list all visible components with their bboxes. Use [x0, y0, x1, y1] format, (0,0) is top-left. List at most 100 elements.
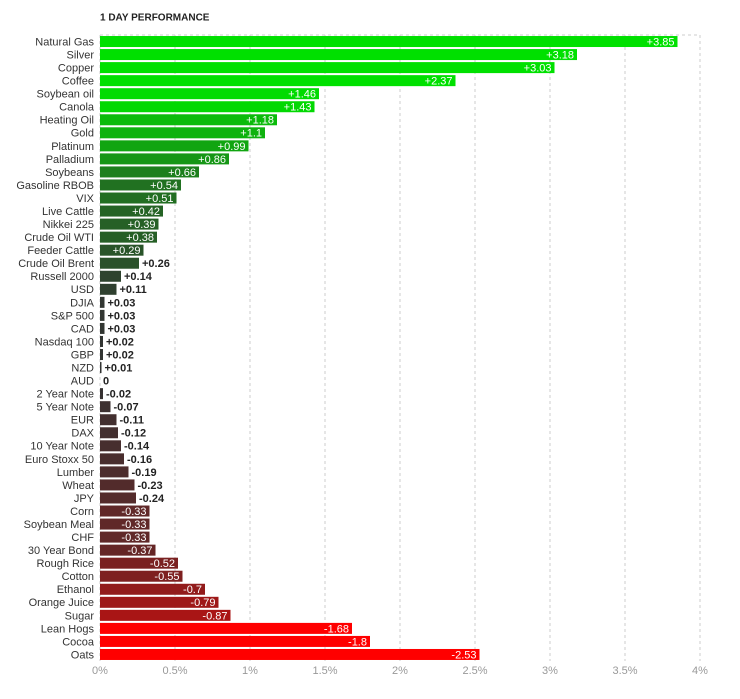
category-label: Lean Hogs	[41, 623, 95, 635]
bar	[100, 440, 121, 452]
value-label: +3.85	[647, 36, 675, 48]
bar	[100, 570, 183, 582]
bar	[100, 609, 231, 621]
category-label: Silver	[66, 49, 94, 61]
bar	[100, 531, 150, 543]
bar	[100, 192, 177, 204]
category-label: Cocoa	[62, 636, 95, 648]
bar	[100, 296, 105, 308]
category-label: Rough Rice	[37, 558, 94, 570]
value-label: +0.99	[218, 141, 246, 153]
x-tick-label: 3%	[542, 665, 558, 677]
bar	[100, 140, 249, 152]
x-tick-label: 3.5%	[612, 665, 637, 677]
bar	[100, 88, 319, 100]
bar	[100, 557, 178, 569]
bar	[100, 544, 156, 556]
category-label: Platinum	[51, 141, 94, 153]
bar	[100, 466, 129, 478]
category-label: Cotton	[62, 571, 94, 583]
value-label: -0.87	[202, 610, 227, 622]
value-label: +0.02	[106, 336, 134, 348]
category-label: Feeder Cattle	[27, 245, 94, 257]
category-label: Palladium	[46, 154, 94, 166]
bar	[100, 349, 103, 361]
bar	[100, 414, 117, 426]
category-label: Nasdaq 100	[35, 336, 94, 348]
value-label: 0	[103, 376, 109, 388]
x-tick-label: 2.5%	[462, 665, 487, 677]
category-label: 5 Year Note	[37, 402, 95, 414]
value-label: +1.46	[288, 89, 316, 101]
category-label: AUD	[71, 376, 94, 388]
value-label: +0.11	[120, 284, 147, 296]
x-tick-label: 1%	[242, 665, 258, 677]
category-label: Orange Juice	[29, 597, 94, 609]
value-label: +0.14	[124, 271, 153, 283]
chart-title: 1 DAY PERFORMANCE	[100, 13, 210, 24]
category-label: Soybean Meal	[24, 519, 94, 531]
x-tick-label: 4%	[692, 665, 708, 677]
value-label: +0.42	[132, 206, 160, 218]
value-label: +3.18	[546, 49, 574, 61]
bar	[100, 36, 678, 48]
value-label: -0.14	[124, 441, 150, 453]
bar	[100, 492, 136, 504]
value-label: +0.03	[108, 323, 136, 335]
value-label: -0.55	[154, 571, 179, 583]
value-label: -0.33	[121, 506, 146, 518]
bar	[100, 75, 456, 87]
category-label: GBP	[71, 349, 94, 361]
bar	[100, 257, 139, 269]
category-label: 2 Year Note	[37, 389, 95, 401]
bar	[100, 179, 181, 191]
value-label: +1.1	[240, 128, 262, 140]
value-label: -0.11	[120, 415, 144, 427]
bar	[100, 166, 199, 178]
bar	[100, 583, 205, 595]
bar	[100, 322, 105, 334]
bar	[100, 479, 135, 491]
category-label: 10 Year Note	[30, 441, 94, 453]
category-label: Gold	[71, 128, 94, 140]
category-label: Live Cattle	[42, 206, 94, 218]
value-label: +0.03	[108, 297, 136, 309]
value-label: +3.03	[524, 63, 552, 75]
value-label: +0.66	[168, 167, 196, 179]
category-label: Ethanol	[57, 584, 94, 596]
x-tick-label: 2%	[392, 665, 408, 677]
value-label: +0.02	[106, 349, 134, 361]
bar	[100, 335, 103, 347]
value-label: +2.37	[425, 76, 453, 88]
category-label: Corn	[70, 506, 94, 518]
bar	[100, 622, 352, 634]
category-label: USD	[71, 284, 94, 296]
value-label: +0.29	[113, 245, 141, 257]
category-label: Lumber	[57, 467, 95, 479]
value-label: -0.02	[106, 389, 131, 401]
bar	[100, 270, 121, 282]
value-label: -0.12	[121, 428, 146, 440]
x-tick-label: 1.5%	[312, 665, 337, 677]
bar	[100, 153, 229, 165]
value-label: -0.33	[121, 519, 146, 531]
category-label: Wheat	[62, 480, 94, 492]
category-label: Heating Oil	[40, 115, 94, 127]
bar	[100, 518, 150, 530]
bar	[100, 453, 124, 465]
category-label: JPY	[74, 493, 95, 505]
category-label: Oats	[71, 649, 95, 661]
category-label: Euro Stoxx 50	[25, 454, 94, 466]
bar	[100, 401, 111, 413]
value-label: +1.18	[246, 115, 274, 127]
bar	[100, 362, 102, 374]
category-label: 30 Year Bond	[28, 545, 94, 557]
category-label: Soybean oil	[37, 89, 95, 101]
value-label: -0.52	[150, 558, 175, 570]
bar	[100, 244, 144, 256]
bar	[100, 505, 150, 517]
bar	[100, 427, 118, 439]
value-label: -0.23	[138, 480, 163, 492]
category-label: DAX	[71, 428, 94, 440]
